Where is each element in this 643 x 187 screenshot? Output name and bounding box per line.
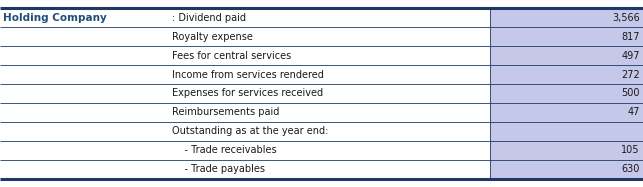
Bar (490, 46, 643, 65)
Bar (490, 65, 643, 84)
Text: 272: 272 (621, 70, 640, 80)
Text: Income from services rendered: Income from services rendered (172, 70, 324, 80)
Bar (490, 103, 643, 122)
Text: Holding Company: Holding Company (3, 13, 107, 23)
Text: 497: 497 (621, 51, 640, 61)
Text: 817: 817 (621, 32, 640, 42)
Text: 3,566: 3,566 (612, 13, 640, 23)
Text: Fees for central services: Fees for central services (172, 51, 291, 61)
Text: - Trade payables: - Trade payables (172, 164, 266, 174)
Text: 630: 630 (621, 164, 640, 174)
Text: Outstanding as at the year end:: Outstanding as at the year end: (172, 126, 329, 136)
Bar (490, 122, 643, 141)
Text: 47: 47 (628, 107, 640, 117)
Text: - Trade receivables: - Trade receivables (172, 145, 277, 155)
Bar (490, 141, 643, 160)
Text: Reimbursements paid: Reimbursements paid (172, 107, 280, 117)
Bar (490, 27, 643, 46)
Bar (490, 8, 643, 27)
Text: 105: 105 (621, 145, 640, 155)
Text: Expenses for services received: Expenses for services received (172, 88, 323, 99)
Text: : Dividend paid: : Dividend paid (172, 13, 246, 23)
Bar (490, 84, 643, 103)
Text: Royalty expense: Royalty expense (172, 32, 253, 42)
Text: 500: 500 (621, 88, 640, 99)
Bar (490, 160, 643, 179)
